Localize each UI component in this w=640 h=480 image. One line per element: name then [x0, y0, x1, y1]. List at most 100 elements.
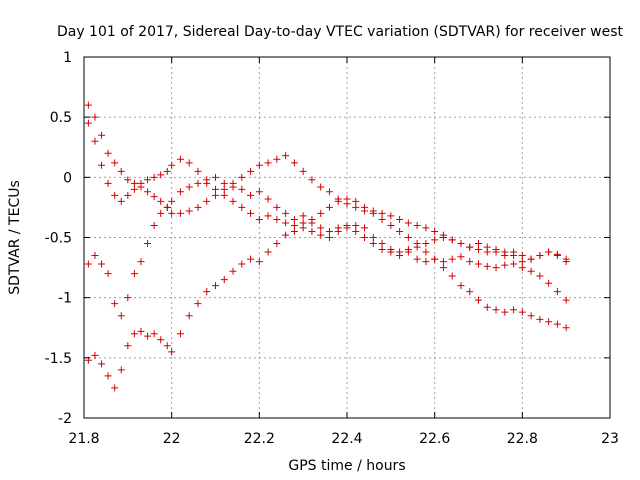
- data-point: [104, 149, 112, 157]
- data-point: [501, 252, 509, 260]
- data-point: [157, 336, 165, 344]
- data-point: [124, 342, 132, 350]
- data-point: [157, 209, 165, 217]
- data-point: [562, 296, 570, 304]
- data-point: [527, 255, 535, 263]
- data-point: [229, 183, 237, 191]
- data-point: [334, 227, 342, 235]
- data-point: [98, 260, 106, 268]
- data-point: [282, 231, 290, 239]
- data-point: [150, 221, 158, 229]
- data-point: [229, 197, 237, 205]
- data-point: [255, 188, 263, 196]
- data-point: [396, 248, 404, 256]
- data-points: [84, 101, 570, 392]
- data-point: [413, 255, 421, 263]
- data-point: [422, 248, 430, 256]
- data-point: [378, 246, 386, 254]
- x-tick-label: 22.2: [244, 431, 275, 447]
- data-point: [220, 179, 228, 187]
- axis-ticks: 21.8 22 22.2 22.4 22.6 22.8 23 1 0.5 0 -0.5 -1 -1.5 -…: [45, 50, 619, 447]
- data-point: [282, 219, 290, 227]
- data-point: [212, 282, 219, 290]
- data-point: [510, 306, 518, 314]
- data-point: [117, 366, 125, 374]
- data-point: [352, 221, 360, 229]
- data-point: [203, 176, 211, 184]
- data-point: [104, 372, 112, 380]
- data-point: [325, 188, 333, 196]
- data-point: [317, 183, 325, 191]
- series-track-b: [84, 119, 570, 266]
- y-tick-label: 0.5: [50, 110, 72, 126]
- data-point: [501, 261, 509, 269]
- series-track-a: [84, 101, 570, 332]
- data-point: [255, 258, 263, 266]
- data-point: [247, 191, 255, 199]
- data-point: [466, 243, 474, 251]
- data-point: [413, 243, 421, 251]
- data-point: [439, 258, 447, 266]
- data-point: [317, 209, 325, 217]
- data-point: [466, 288, 474, 296]
- data-point: [130, 185, 138, 193]
- data-point: [518, 258, 526, 266]
- data-point: [168, 348, 176, 356]
- series-track-c: [84, 173, 570, 320]
- data-point: [492, 306, 500, 314]
- data-point: [448, 272, 456, 280]
- data-point: [562, 324, 570, 332]
- data-point: [282, 152, 290, 160]
- data-point: [308, 227, 316, 235]
- data-point: [317, 224, 325, 232]
- data-point: [369, 234, 377, 241]
- data-point: [352, 227, 360, 235]
- data-point: [98, 131, 106, 139]
- data-point: [124, 191, 132, 199]
- data-point: [130, 330, 138, 338]
- data-point: [91, 252, 99, 260]
- data-point: [104, 179, 112, 187]
- data-point: [212, 191, 219, 199]
- data-point: [343, 195, 351, 203]
- x-tick-label: 23: [601, 431, 619, 447]
- data-point: [176, 209, 184, 217]
- data-point: [194, 179, 202, 187]
- chart-title: Day 101 of 2017, Sidereal Day-to-day VTE…: [57, 24, 624, 40]
- data-point: [185, 159, 193, 167]
- data-point: [247, 167, 255, 175]
- data-point: [439, 234, 447, 241]
- data-point: [273, 203, 281, 211]
- data-point: [91, 351, 99, 359]
- data-point: [124, 176, 132, 184]
- data-point: [220, 276, 228, 284]
- data-point: [492, 264, 500, 272]
- data-point: [369, 240, 377, 248]
- data-point: [247, 209, 255, 217]
- data-point: [483, 262, 491, 270]
- data-point: [527, 267, 535, 275]
- data-point: [457, 240, 465, 248]
- x-tick-label: 22.4: [331, 431, 362, 447]
- data-point: [475, 240, 482, 248]
- data-point: [84, 119, 92, 127]
- y-tick-label: -1.5: [45, 351, 72, 367]
- series-track-d: [84, 221, 570, 392]
- data-point: [439, 264, 447, 272]
- data-point: [422, 224, 430, 232]
- data-point: [264, 195, 272, 203]
- data-point: [238, 185, 246, 193]
- data-point: [369, 207, 377, 215]
- data-point: [334, 197, 342, 205]
- data-point: [212, 185, 219, 193]
- data-point: [404, 219, 412, 227]
- data-point: [117, 312, 125, 320]
- data-point: [510, 248, 518, 256]
- data-point: [492, 248, 500, 256]
- data-point: [562, 255, 570, 263]
- data-point: [361, 203, 369, 211]
- data-point: [168, 161, 176, 169]
- data-point: [352, 203, 360, 211]
- data-point: [130, 270, 138, 278]
